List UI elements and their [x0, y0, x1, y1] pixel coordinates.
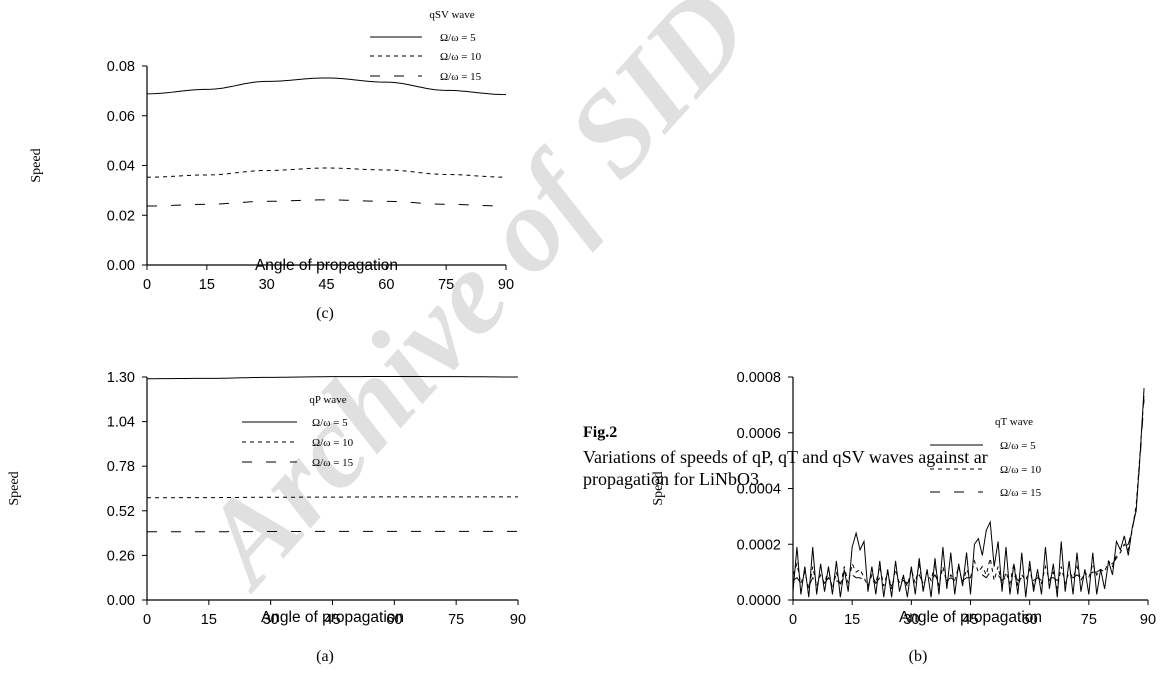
chart-b: 0.0000 0.0002 0.0004 0.0006 0.0008 0 15 30 45 60 7…	[651, 370, 1156, 665]
x-axis-label: Angle of propagation	[255, 257, 398, 274]
series-line	[146, 77, 507, 96]
x-tick-label: 75	[448, 612, 464, 628]
y-tick-label: 0.0006	[737, 426, 781, 442]
chart-c: 0.00 0.02 0.04 0.06 0.08 0 15 30 45 60 75 90 Angle o…	[29, 9, 514, 322]
series-line	[792, 393, 1145, 589]
x-tick-label: 60	[378, 277, 394, 293]
x-tick-label: 90	[498, 277, 514, 293]
x-tick-label: 90	[1140, 612, 1156, 628]
chart-a: 0.00 0.26 0.52 0.78 1.04 1.30 0 15 30 45 60 75 90 Ang…	[7, 370, 526, 665]
panel-label: (c)	[316, 305, 334, 322]
legend-entry: Ω/ω = 5	[312, 417, 348, 429]
legend-entry: Ω/ω = 5	[1000, 440, 1036, 452]
y-tick-label: 1.30	[107, 370, 135, 386]
y-tick-label: 0.00	[107, 258, 135, 274]
legend: qP wave Ω/ω = 5 Ω/ω = 10 Ω/ω = 15	[242, 394, 354, 469]
legend-entry: Ω/ω = 15	[312, 457, 354, 469]
legend-title: qT wave	[995, 416, 1033, 428]
x-tick-label: 60	[1022, 612, 1038, 628]
x-tick-label: 45	[318, 277, 334, 293]
y-tick-label: 0.02	[107, 208, 135, 224]
x-tick-label: 0	[789, 612, 797, 628]
x-tick-label: 75	[1081, 612, 1097, 628]
legend-entry: Ω/ω = 10	[312, 437, 354, 449]
legend-entry: Ω/ω = 10	[440, 51, 482, 63]
y-tick-label: 0.0000	[737, 593, 781, 609]
y-tick-label: 1.04	[107, 415, 135, 431]
y-tick-label: 0.06	[107, 109, 135, 125]
x-tick-label: 0	[143, 612, 151, 628]
y-tick-label: 0.0008	[737, 370, 781, 386]
x-tick-label: 75	[438, 277, 454, 293]
x-tick-label: 45	[324, 612, 340, 628]
series-line	[146, 167, 507, 178]
x-axis-label: Angle of propagation	[899, 609, 1042, 626]
panel-label: (a)	[316, 648, 334, 665]
x-tick-label: 45	[962, 612, 978, 628]
x-tick-label: 15	[201, 612, 217, 628]
y-axis-label: Speed	[7, 471, 22, 505]
y-tick-label: 0.08	[107, 59, 135, 75]
panel-label: (b)	[909, 648, 928, 665]
figure-label: Fig.2	[583, 424, 618, 441]
y-axis-label: Speed	[29, 148, 44, 182]
legend-entry: Ω/ω = 10	[1000, 464, 1042, 476]
series-line	[146, 199, 507, 207]
x-tick-label: 90	[510, 612, 526, 628]
y-tick-label: 0.52	[107, 504, 135, 520]
legend-entry: Ω/ω = 15	[440, 71, 482, 83]
legend-title: qSV wave	[429, 9, 474, 21]
x-tick-label: 60	[386, 612, 402, 628]
x-tick-label: 30	[259, 277, 275, 293]
figure-caption-line1: Variations of speeds of qP, qT and qSV w…	[583, 447, 988, 467]
x-tick-label: 15	[199, 277, 215, 293]
series-line	[147, 496, 518, 499]
y-tick-label: 0.78	[107, 459, 135, 475]
legend: qSV wave Ω/ω = 5 Ω/ω = 10 Ω/ω = 15	[370, 9, 482, 83]
series-line	[792, 388, 1145, 598]
series-line	[146, 375, 518, 380]
y-tick-label: 0.04	[107, 159, 135, 175]
x-tick-label: 30	[903, 612, 919, 628]
series-line	[792, 399, 1145, 588]
y-tick-label: 0.0002	[737, 537, 781, 553]
legend-entry: Ω/ω = 15	[1000, 487, 1042, 499]
x-axis-label: Angle of propagation	[261, 609, 404, 626]
legend: qT wave Ω/ω = 5 Ω/ω = 10 Ω/ω = 15	[930, 416, 1042, 499]
figure-caption-line2: propagation for LiNbO3.	[583, 469, 764, 489]
x-tick-label: 0	[143, 277, 151, 293]
y-tick-label: 0.26	[107, 548, 135, 564]
y-axis-label: Speed	[651, 471, 666, 505]
legend-title: qP wave	[309, 394, 346, 406]
x-tick-label: 15	[844, 612, 860, 628]
y-tick-label: 0.00	[107, 593, 135, 609]
legend-entry: Ω/ω = 5	[440, 32, 476, 44]
x-tick-label: 30	[263, 612, 279, 628]
y-tick-label: 0.0004	[737, 482, 781, 498]
